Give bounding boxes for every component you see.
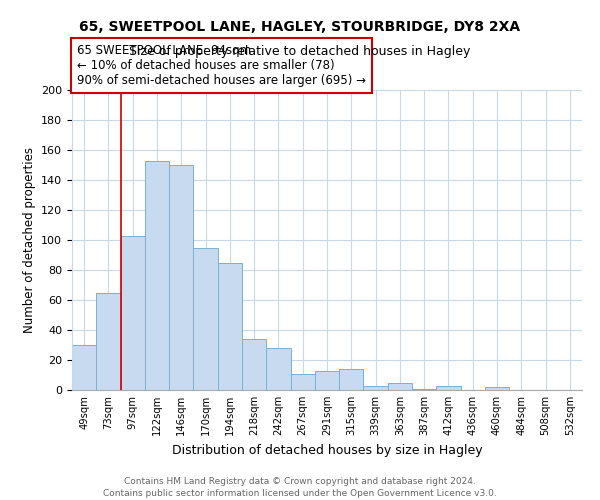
Bar xyxy=(388,382,412,390)
Bar xyxy=(266,348,290,390)
Text: Contains HM Land Registry data © Crown copyright and database right 2024.: Contains HM Land Registry data © Crown c… xyxy=(124,478,476,486)
Bar xyxy=(436,386,461,390)
Text: Contains public sector information licensed under the Open Government Licence v3: Contains public sector information licen… xyxy=(103,489,497,498)
Bar xyxy=(121,236,145,390)
Text: Size of property relative to detached houses in Hagley: Size of property relative to detached ho… xyxy=(130,45,470,58)
Bar xyxy=(218,262,242,390)
Bar xyxy=(412,388,436,390)
Bar xyxy=(290,374,315,390)
Bar xyxy=(169,165,193,390)
Bar xyxy=(96,292,121,390)
Bar xyxy=(315,370,339,390)
Y-axis label: Number of detached properties: Number of detached properties xyxy=(23,147,35,333)
Bar xyxy=(485,387,509,390)
Text: 65, SWEETPOOL LANE, HAGLEY, STOURBRIDGE, DY8 2XA: 65, SWEETPOOL LANE, HAGLEY, STOURBRIDGE,… xyxy=(79,20,521,34)
Bar xyxy=(72,345,96,390)
Text: 65 SWEETPOOL LANE: 94sqm
← 10% of detached houses are smaller (78)
90% of semi-d: 65 SWEETPOOL LANE: 94sqm ← 10% of detach… xyxy=(77,44,366,87)
X-axis label: Distribution of detached houses by size in Hagley: Distribution of detached houses by size … xyxy=(172,444,482,456)
Bar xyxy=(193,248,218,390)
Bar xyxy=(364,386,388,390)
Bar xyxy=(242,339,266,390)
Bar xyxy=(145,160,169,390)
Bar xyxy=(339,369,364,390)
